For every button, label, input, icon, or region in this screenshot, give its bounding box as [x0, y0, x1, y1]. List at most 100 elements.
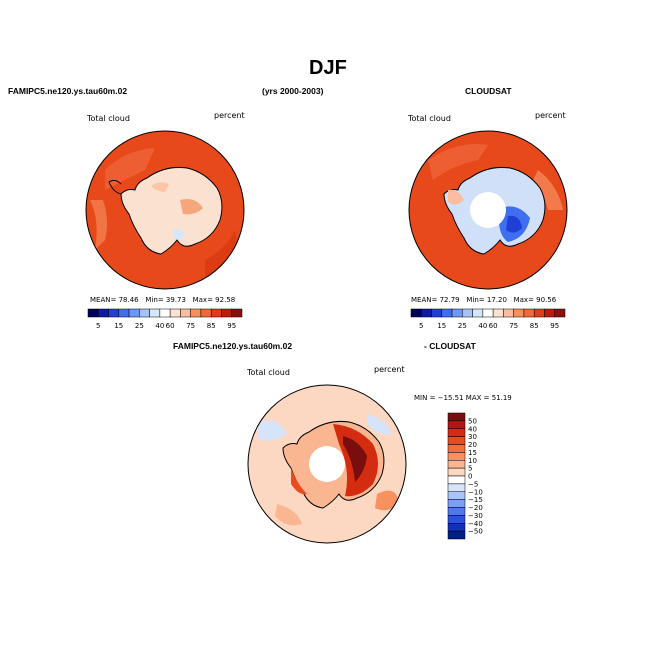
colorbar-tick-label: 15	[468, 449, 477, 457]
colorbar-tick-label: 5	[96, 322, 100, 330]
panel1-stats: MEAN= 78.46 Min= 39.73 Max= 92.58	[90, 296, 236, 304]
colorbar-swatch	[447, 507, 466, 516]
colorbar-swatch	[447, 412, 466, 422]
colorbar-tick-label: −50	[468, 528, 483, 536]
difference-polar-map	[247, 384, 407, 544]
panel1-units-label: percent	[214, 111, 245, 120]
colorbar-tick-label: 25	[135, 322, 144, 330]
colorbar-tick-label: −10	[468, 488, 483, 496]
colorbar-swatch	[544, 308, 555, 318]
colorbar-swatch	[447, 491, 466, 500]
panel3-field-label: Total cloud	[247, 368, 290, 377]
model-header: FAMIPC5.ne120.ys.tau60m.02	[8, 86, 128, 96]
antarctica-landmass	[120, 167, 223, 255]
colorbar-swatch	[447, 530, 466, 540]
colorbar-tick-label: 0	[468, 473, 472, 481]
years-header: (yrs 2000-2003)	[262, 86, 324, 96]
colorbar-swatch	[149, 308, 161, 318]
colorbar-swatch	[523, 308, 535, 318]
figure-title: DJF	[309, 57, 347, 79]
colorbar-swatch	[447, 483, 466, 492]
colorbar-tick-label: 95	[227, 322, 236, 330]
panel2-colorbar: 5 15 25 40 60 75 85 95	[410, 308, 566, 330]
colorbar-tick-label: 10	[468, 457, 477, 465]
colorbar-tick-label: 30	[468, 433, 477, 441]
colorbar-tick-label: 85	[207, 322, 216, 330]
colorbar-tick-label: 5	[468, 465, 472, 473]
colorbar-swatch	[87, 308, 99, 318]
colorbar-swatch	[221, 308, 232, 318]
colorbar-swatch	[159, 308, 171, 318]
colorbar-swatch	[472, 308, 484, 318]
colorbar-swatch	[410, 308, 422, 318]
colorbar-tick-label: 40	[155, 322, 164, 330]
colorbar-swatch	[190, 308, 202, 318]
colorbar-tick-label: 50	[468, 417, 477, 425]
colorbar-tick-label: 85	[530, 322, 539, 330]
colorbar-swatch	[180, 308, 191, 318]
colorbar-swatch	[431, 308, 443, 318]
colorbar-swatch	[441, 308, 453, 318]
polar-data-gap	[470, 192, 506, 228]
colorbar-swatch	[447, 499, 466, 508]
colorbar-tick-label: 95	[550, 322, 559, 330]
colorbar-tick-label: −40	[468, 520, 483, 528]
colorbar-swatch	[447, 452, 466, 461]
colorbar-tick-label: 75	[509, 322, 518, 330]
colorbar-swatch	[108, 308, 120, 318]
colorbar-swatch	[447, 436, 466, 445]
colorbar-swatch	[447, 428, 466, 437]
colorbar-tick-label: −30	[468, 512, 483, 520]
colorbar-swatch	[554, 308, 566, 318]
cloudsat-polar-map	[408, 130, 568, 290]
colorbar-swatch	[462, 308, 473, 318]
model-polar-map	[85, 130, 245, 290]
colorbar-swatch	[169, 308, 181, 318]
colorbar-swatch	[533, 308, 545, 318]
colorbar-tick-label: 40	[468, 425, 477, 433]
panel3-minmax: MIN = −15.51 MAX = 51.19	[414, 394, 512, 402]
panel1-field-label: Total cloud	[87, 114, 130, 123]
colorbar-swatch	[421, 308, 432, 318]
colorbar-swatch	[118, 308, 130, 318]
colorbar-tick-label: −20	[468, 504, 483, 512]
colorbar-swatch	[451, 308, 463, 318]
panel1-colorbar: 5 15 25 40 60 75 85 95	[87, 308, 243, 330]
colorbar-tick-label: 75	[186, 322, 195, 330]
colorbar-swatch	[447, 444, 466, 453]
colorbar-swatch	[447, 420, 466, 429]
colorbar-swatch	[98, 308, 109, 318]
colorbar-tick-label: 20	[468, 441, 477, 449]
colorbar-swatch	[139, 308, 150, 318]
colorbar-tick-label: 60	[166, 322, 175, 330]
panel2-field-label: Total cloud	[408, 114, 451, 123]
colorbar-tick-label: 25	[458, 322, 467, 330]
colorbar-swatch	[200, 308, 212, 318]
colorbar-swatch	[447, 467, 466, 477]
colorbar-tick-label: −5	[468, 480, 478, 488]
obs-header: CLOUDSAT	[465, 86, 512, 96]
colorbar-tick-label: 15	[114, 322, 123, 330]
colorbar-swatch	[482, 308, 494, 318]
colorbar-tick-label: 15	[437, 322, 446, 330]
colorbar-swatch	[231, 308, 243, 318]
diff-model-header: FAMIPC5.ne120.ys.tau60m.02	[173, 341, 293, 351]
panel3-units-label: percent	[374, 365, 405, 374]
colorbar-tick-label: 40	[478, 322, 487, 330]
diff-obs-header: - CLOUDSAT	[424, 341, 476, 351]
colorbar-tick-label: 5	[419, 322, 423, 330]
colorbar-swatch	[447, 523, 466, 532]
colorbar-swatch	[513, 308, 525, 318]
colorbar-swatch	[447, 460, 466, 469]
colorbar-tick-label: 60	[489, 322, 498, 330]
panel2-stats: MEAN= 72.79 Min= 17.20 Max= 90.56	[411, 296, 557, 304]
colorbar-tick-label: −15	[468, 496, 483, 504]
panel2-units-label: percent	[535, 111, 566, 120]
colorbar-swatch	[128, 308, 140, 318]
colorbar-swatch	[503, 308, 514, 318]
colorbar-swatch	[492, 308, 504, 318]
colorbar-swatch	[210, 308, 222, 318]
colorbar-swatch	[447, 515, 466, 524]
colorbar-swatch	[447, 475, 466, 485]
